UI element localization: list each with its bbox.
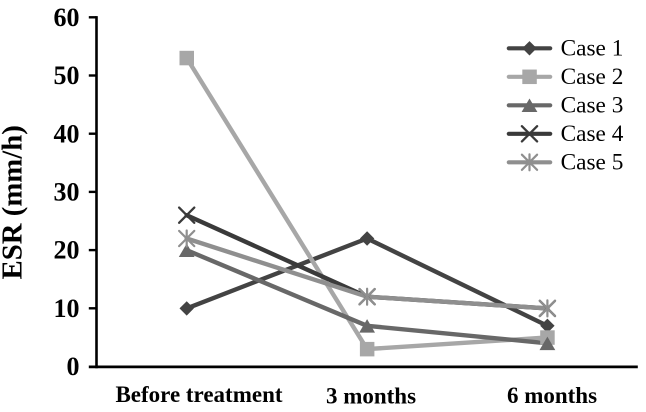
svg-text:6 months: 6 months	[507, 383, 597, 408]
svg-text:30: 30	[54, 178, 80, 207]
svg-text:ESR (mm/h): ESR (mm/h)	[0, 125, 29, 279]
svg-text:Case 2: Case 2	[561, 64, 624, 90]
svg-text:10: 10	[54, 294, 80, 323]
svg-text:Before treatment: Before treatment	[115, 382, 282, 407]
svg-text:40: 40	[54, 119, 80, 148]
svg-text:Case 5: Case 5	[561, 150, 624, 176]
svg-text:0: 0	[67, 352, 80, 381]
svg-text:Case 1: Case 1	[561, 36, 624, 62]
svg-text:60: 60	[54, 3, 80, 32]
svg-text:Case 3: Case 3	[561, 93, 624, 119]
svg-text:3 months: 3 months	[326, 384, 416, 409]
svg-text:20: 20	[54, 236, 80, 265]
svg-text:Case 4: Case 4	[561, 121, 624, 147]
svg-text:50: 50	[54, 61, 80, 90]
